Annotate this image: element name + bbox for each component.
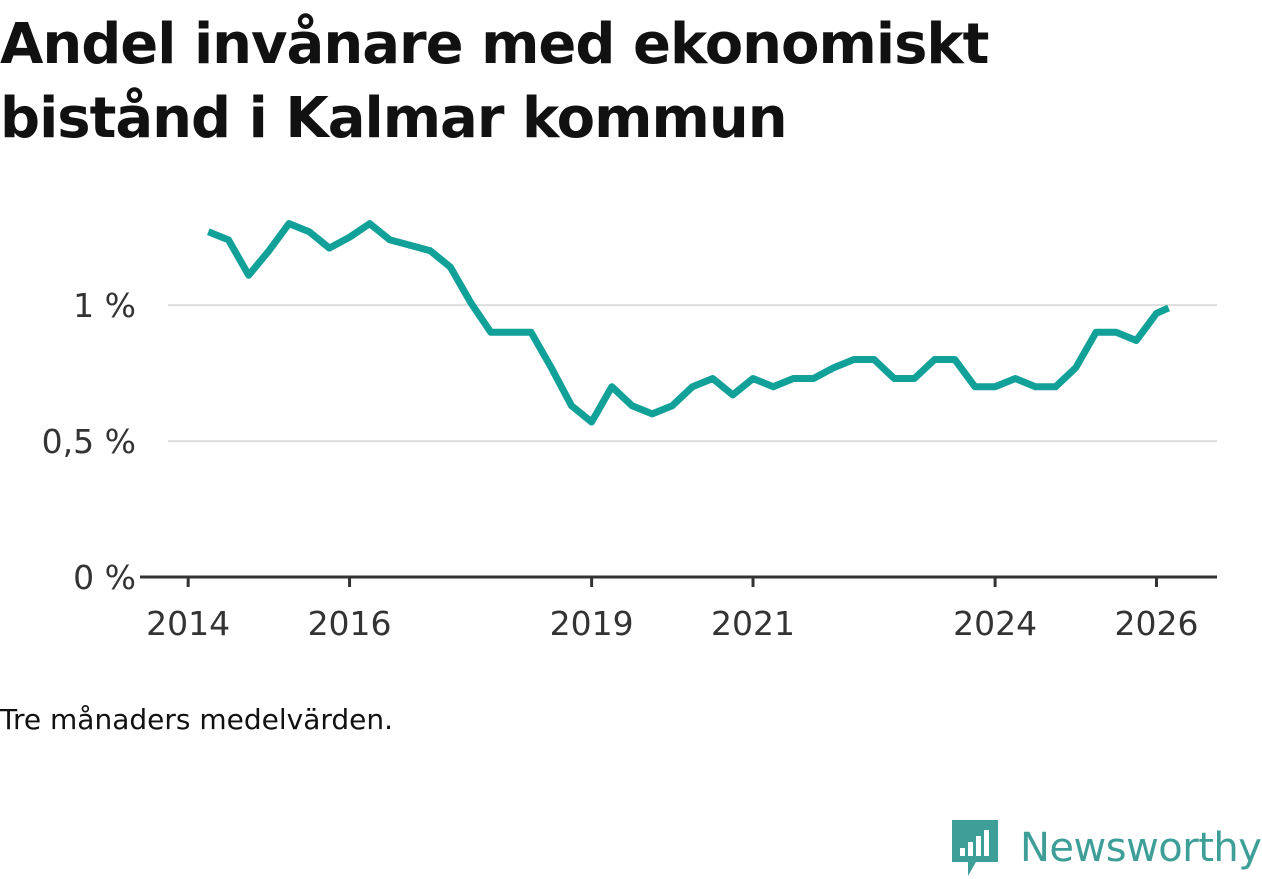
newsworthy-logo-icon <box>952 820 998 876</box>
y-tick-label: 0 % <box>73 558 136 597</box>
gridlines <box>168 304 1217 443</box>
chart-title: Andel invånare med ekonomiskt bistånd i … <box>0 12 989 151</box>
x-tick-label: 2024 <box>953 604 1037 643</box>
chart-note: Tre månaders medelvärden. <box>0 703 394 736</box>
x-axis-labels: 2014 2016 2019 2021 2024 2026 <box>146 604 1198 643</box>
brand-name: Newsworthy <box>1020 825 1262 871</box>
line-chart: 0 % 0,5 % 1 % 2014 2016 2019 2021 2024 2026 <box>42 220 1217 643</box>
newsworthy-logo[interactable]: Newsworthy <box>950 818 1262 878</box>
x-axis <box>140 575 1217 587</box>
x-tick-label: 2019 <box>550 604 634 643</box>
x-tick-label: 2026 <box>1114 604 1198 643</box>
series-layer <box>206 220 1171 426</box>
y-tick-label: 1 % <box>73 286 136 325</box>
y-tick-label: 0,5 % <box>42 422 136 461</box>
y-axis-labels: 0 % 0,5 % 1 % <box>42 286 136 597</box>
x-tick-label: 2014 <box>146 604 230 643</box>
x-tick-label: 2021 <box>711 604 795 643</box>
series-line-0 <box>206 220 1171 426</box>
x-tick-label: 2016 <box>308 604 392 643</box>
